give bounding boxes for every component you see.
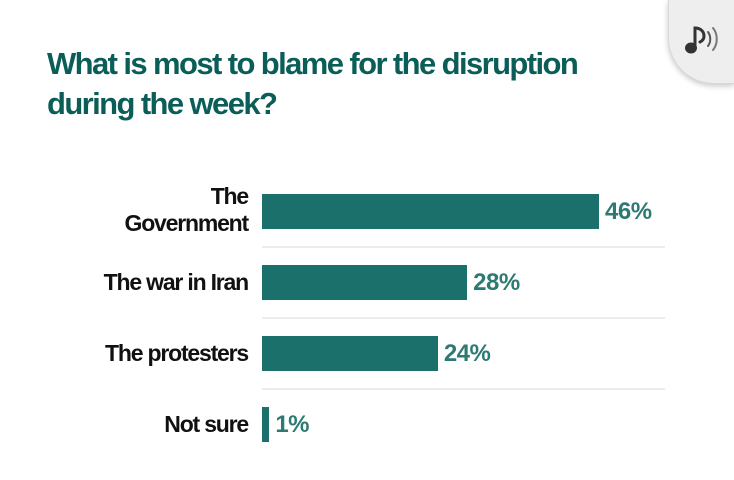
bar [262, 265, 468, 300]
value-label: 24% [443, 340, 491, 367]
audio-button[interactable] [668, 0, 734, 84]
category-label: The Government [124, 183, 250, 236]
chart-title: What is most to blame for the disruption… [47, 46, 579, 121]
row-divider [262, 317, 665, 319]
category-label: The war in Iran [103, 269, 250, 295]
music-note-sound-icon [685, 26, 718, 54]
value-label: 28% [473, 269, 520, 296]
value-label: 46% [605, 198, 652, 225]
category-label: Not sure [164, 411, 249, 437]
value-label: 1% [275, 411, 309, 438]
row-divider [262, 246, 665, 248]
row-divider [262, 388, 665, 390]
bar [262, 336, 438, 371]
bar [262, 194, 599, 229]
category-label: The protesters [105, 340, 249, 366]
bar [262, 407, 270, 442]
